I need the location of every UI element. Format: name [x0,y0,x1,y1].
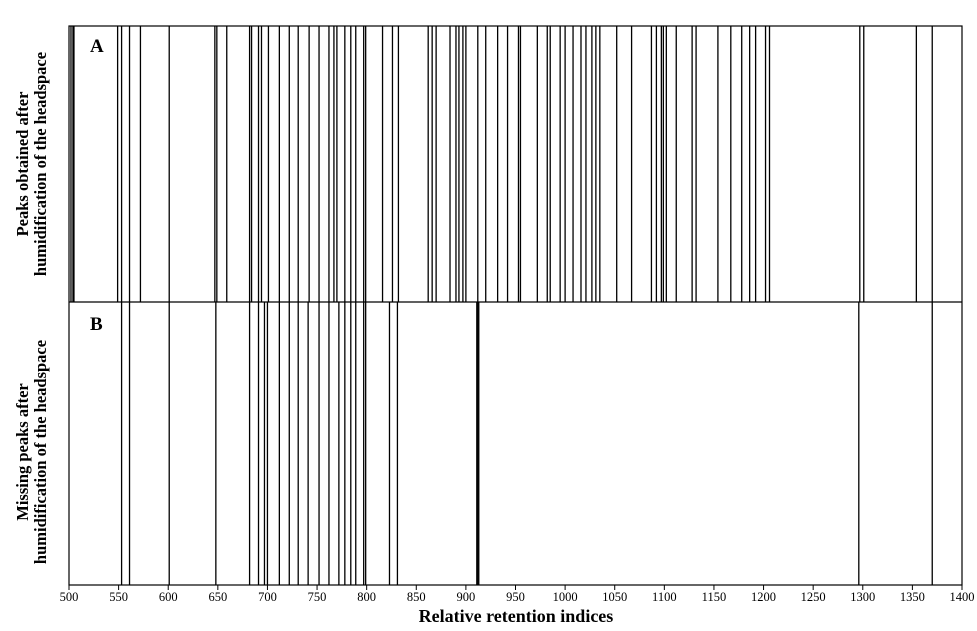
panel-a-letter: A [90,36,104,57]
x-tick-label: 900 [457,590,476,604]
x-tick-label: 950 [506,590,525,604]
panel-b-peak-lines [120,302,933,585]
x-tick-label: 1000 [553,590,578,604]
x-tick-label: 1350 [900,590,925,604]
x-axis-title: Relative retention indices [419,606,614,626]
panel-a-ylabel-line1: Peaks obtained after [13,92,32,237]
x-tick-label: 1100 [652,590,677,604]
panel-b-letter: B [90,314,103,335]
x-tick-label: 750 [308,590,327,604]
x-tick-label: 1050 [602,590,627,604]
x-tick-label: 1300 [850,590,875,604]
x-tick-label: 500 [60,590,79,604]
x-tick-label: 700 [258,590,277,604]
x-tick-label: 550 [109,590,128,604]
panel-b-ylabel-line2: humidification of the headspace [31,340,50,564]
panel-a-ylabel-line2: humidification of the headspace [31,52,50,276]
x-tick-label: 600 [159,590,178,604]
plot-frame [68,25,963,586]
x-tick-label: 800 [357,590,376,604]
panel-a-peak-lines [70,26,933,302]
x-tick-label: 650 [208,590,227,604]
x-tick-label: 850 [407,590,426,604]
panel-b: B [90,302,933,585]
x-tick-label: 1150 [702,590,727,604]
x-axis: 500 550 600 650 700 750 800 850 900 950 1000 1050 11… [60,585,975,604]
x-tick-label: 1200 [751,590,776,604]
x-tick-label: 1250 [801,590,826,604]
panel-a: A [70,26,933,302]
x-tick-label: 1400 [950,590,975,604]
panel-b-ylabel-line1: Missing peaks after [13,383,32,521]
